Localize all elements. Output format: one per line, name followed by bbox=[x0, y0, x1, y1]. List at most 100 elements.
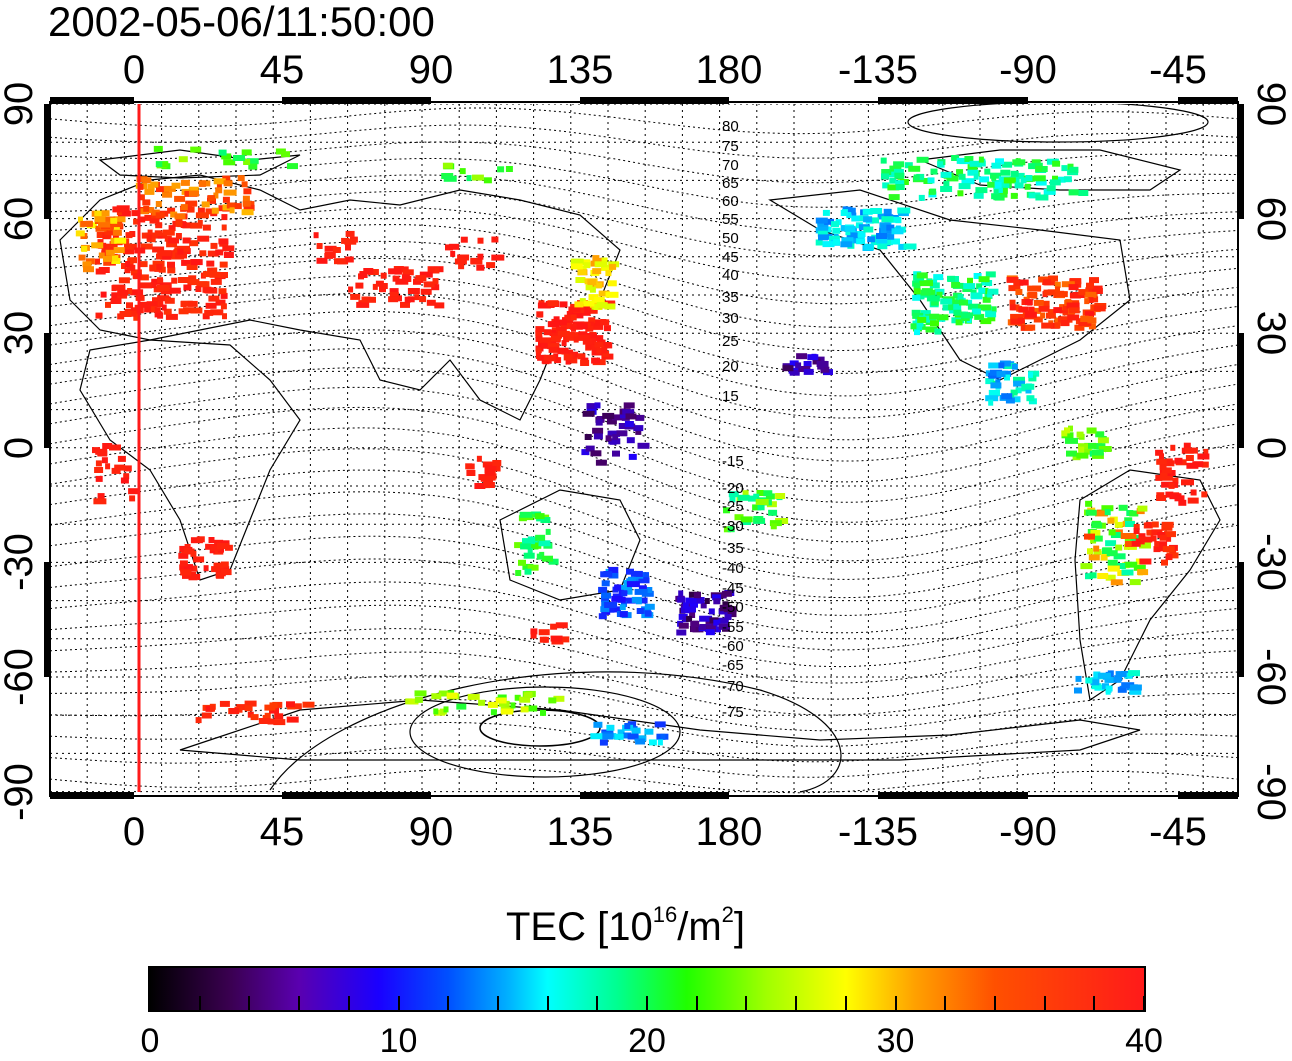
lon-tick-top: 90 bbox=[409, 48, 454, 92]
contour-label: 75 bbox=[722, 138, 739, 155]
lat-tick-left: -90 bbox=[0, 763, 41, 821]
lat-tick-right: 0 bbox=[1249, 437, 1292, 459]
colorbar-minor-tick bbox=[944, 996, 947, 1010]
contour-label: -35 bbox=[722, 540, 744, 557]
colorbar-minor-tick bbox=[198, 996, 201, 1010]
contour-label: -40 bbox=[722, 560, 744, 577]
colorbar-title-exp2: 2 bbox=[721, 902, 734, 927]
lon-tick-top: -90 bbox=[999, 48, 1057, 92]
lat-tick-left: -60 bbox=[0, 648, 41, 706]
lon-tick-top: 180 bbox=[696, 48, 763, 92]
lat-tick-left: 0 bbox=[0, 437, 41, 459]
colorbar-minor-tick bbox=[894, 996, 897, 1010]
colorbar-minor-tick bbox=[397, 996, 400, 1010]
contour-label: -20 bbox=[722, 480, 744, 497]
colorbar-minor-tick bbox=[1043, 996, 1046, 1010]
contour-label: -30 bbox=[722, 518, 744, 535]
contour-label: 50 bbox=[722, 230, 739, 247]
colorbar-minor-tick bbox=[496, 996, 499, 1010]
contour-label: 55 bbox=[722, 211, 739, 228]
contour-label: 25 bbox=[722, 333, 739, 350]
contour-label: 20 bbox=[722, 358, 739, 375]
magnetic-latitude-contours bbox=[50, 104, 1238, 794]
contour-label: 60 bbox=[722, 193, 739, 210]
top-longitude-ticks: 0 45 90 135 180 -135 -90 -45 bbox=[123, 48, 1207, 92]
lat-tick-right: -30 bbox=[1249, 533, 1292, 591]
colorbar-minor-tick bbox=[745, 996, 748, 1010]
colorbar-minor-tick bbox=[298, 996, 301, 1010]
colorbar-title-suffix: ] bbox=[733, 905, 746, 949]
colorbar-tick-label: 40 bbox=[1125, 1022, 1163, 1060]
lat-tick-right: 90 bbox=[1249, 82, 1292, 127]
contour-label: 35 bbox=[722, 289, 739, 306]
contour-label: 45 bbox=[722, 249, 739, 266]
lat-tick-right: -90 bbox=[1249, 763, 1292, 821]
contour-label: 65 bbox=[722, 175, 739, 192]
lon-tick-bottom: 180 bbox=[696, 810, 763, 854]
contour-label: 15 bbox=[722, 388, 739, 405]
lat-tick-left: 30 bbox=[0, 311, 41, 356]
contour-label: 40 bbox=[722, 267, 739, 284]
colorbar-tick-label: 10 bbox=[379, 1022, 418, 1060]
colorbar-tick-label: 20 bbox=[628, 1022, 666, 1060]
contour-label: -55 bbox=[722, 619, 744, 636]
colorbar-tick-label: 30 bbox=[876, 1022, 915, 1060]
lon-tick-top: 135 bbox=[547, 48, 614, 92]
lon-tick-bottom: -135 bbox=[838, 810, 918, 854]
coastlines bbox=[59, 149, 1221, 761]
lat-tick-left: 90 bbox=[0, 82, 41, 127]
lon-tick-bottom: 135 bbox=[547, 810, 614, 854]
lat-tick-right: 60 bbox=[1249, 197, 1292, 242]
colorbar-title: TEC [1016/m2] bbox=[506, 902, 746, 950]
colorbar-minor-tick bbox=[844, 996, 847, 1010]
colorbar-minor-tick bbox=[795, 996, 798, 1010]
lat-tick-left: 60 bbox=[0, 197, 41, 242]
left-latitude-ticks: 90 60 30 0 -30 -60 -90 bbox=[0, 82, 41, 821]
lat-tick-right: 30 bbox=[1249, 311, 1292, 356]
timestamp-title: 2002-05-06/11:50:00 bbox=[48, 0, 435, 45]
colorbar-minor-tick bbox=[596, 996, 599, 1010]
contour-label: 30 bbox=[722, 310, 739, 327]
colorbar-minor-tick bbox=[993, 996, 996, 1010]
colorbar-title-mid: /m bbox=[677, 905, 722, 949]
contour-label: -25 bbox=[722, 498, 744, 515]
colorbar-minor-tick bbox=[149, 996, 151, 1010]
lon-tick-top: -45 bbox=[1149, 48, 1207, 92]
lon-tick-bottom: -45 bbox=[1149, 810, 1207, 854]
colorbar-minor-tick bbox=[347, 996, 350, 1010]
colorbar-minor-tick bbox=[546, 996, 549, 1010]
colorbar-minor-tick bbox=[1093, 996, 1096, 1010]
right-latitude-ticks: 90 60 30 0 -30 -60 -90 bbox=[1249, 82, 1292, 821]
colorbar-minor-tick bbox=[646, 996, 648, 1010]
contour-label: -65 bbox=[722, 657, 744, 674]
lon-tick-bottom: 45 bbox=[260, 810, 305, 854]
contour-label: 70 bbox=[722, 157, 739, 174]
tec-observations bbox=[75, 145, 1210, 746]
contour-label: -70 bbox=[722, 678, 744, 695]
lat-tick-right: -60 bbox=[1249, 648, 1292, 706]
lon-tick-bottom: 90 bbox=[409, 810, 454, 854]
lon-tick-bottom: -90 bbox=[999, 810, 1057, 854]
contour-label: -75 bbox=[722, 704, 744, 721]
lon-tick-top: 45 bbox=[260, 48, 305, 92]
colorbar-title-exp1: 16 bbox=[652, 902, 678, 927]
colorbar-minor-tick bbox=[248, 996, 251, 1010]
contour-label: 80 bbox=[722, 118, 739, 135]
lon-tick-top: 0 bbox=[123, 48, 145, 92]
colorbar-minor-tick bbox=[1143, 996, 1145, 1010]
contour-label: -50 bbox=[722, 599, 744, 616]
colorbar-minor-tick bbox=[695, 996, 698, 1010]
lon-tick-top: -135 bbox=[838, 48, 918, 92]
colorbar-minor-tick bbox=[447, 996, 450, 1010]
bottom-longitude-ticks: 0 45 90 135 180 -135 -90 -45 bbox=[123, 810, 1207, 854]
contour-label: -15 bbox=[722, 453, 744, 470]
lon-tick-bottom: 0 bbox=[123, 810, 145, 854]
colorbar-title-prefix: TEC [10 bbox=[506, 905, 653, 949]
frame-scale-bars bbox=[44, 97, 1244, 799]
colorbar-tick-label: 0 bbox=[140, 1022, 160, 1060]
contour-label: -60 bbox=[722, 638, 744, 655]
lat-tick-left: -30 bbox=[0, 533, 41, 591]
contour-label: -45 bbox=[722, 580, 744, 597]
